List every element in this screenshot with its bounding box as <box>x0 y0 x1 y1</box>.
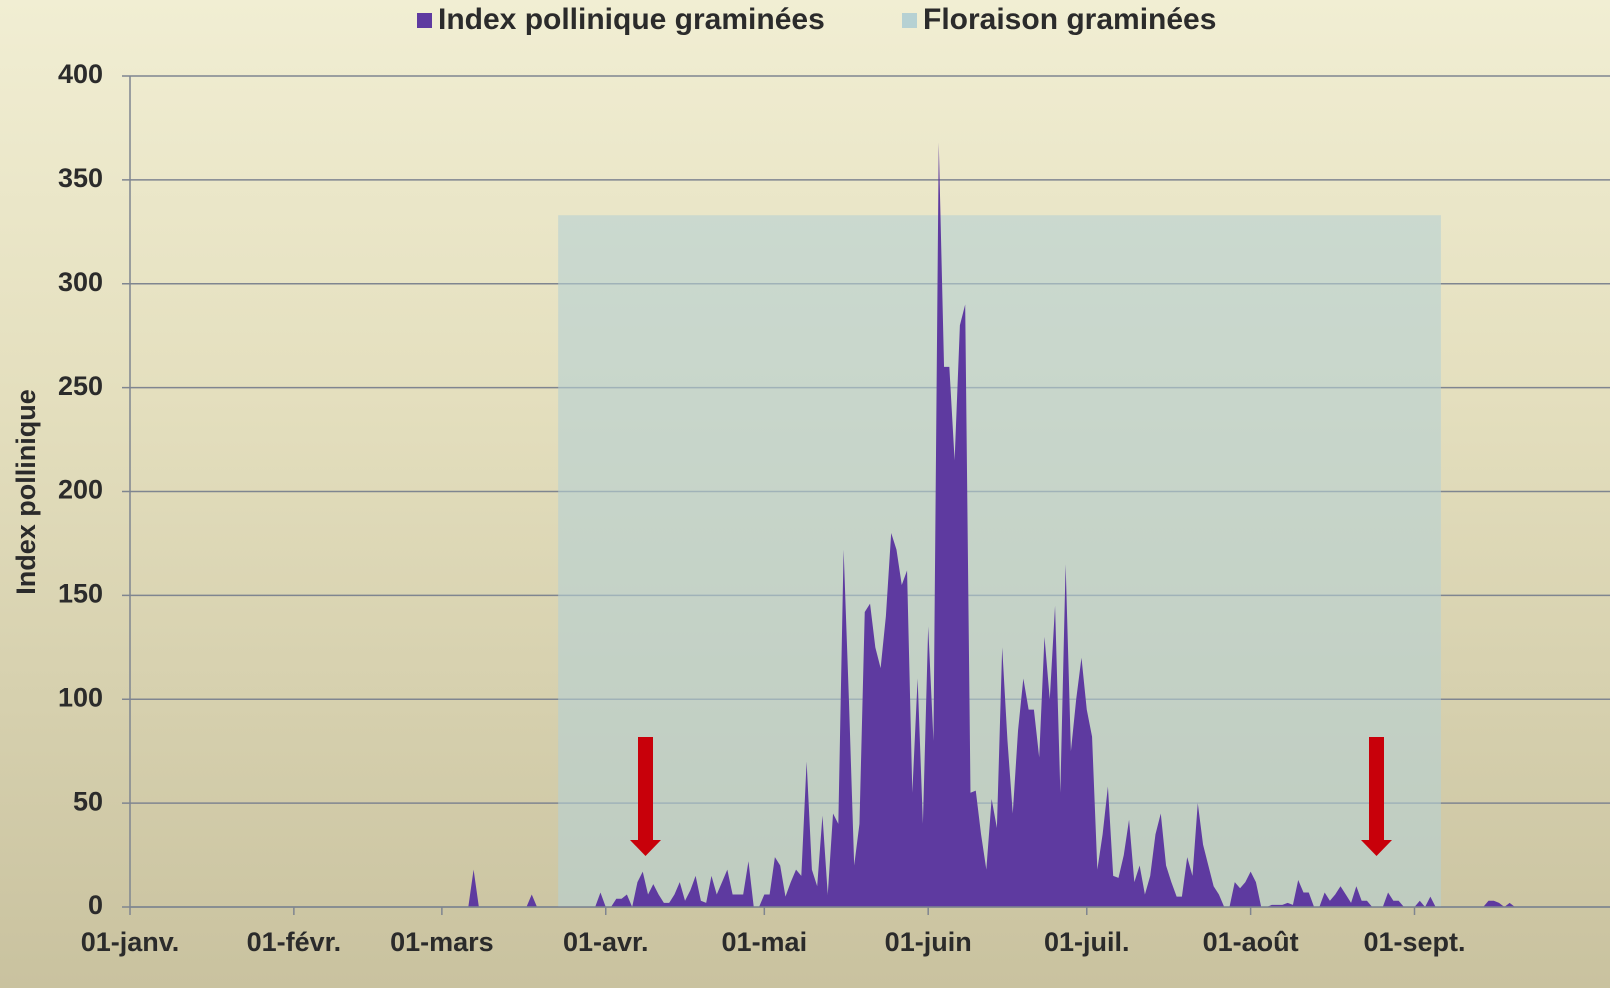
x-tick-label: 01-mai <box>722 927 808 957</box>
y-tick-label: 100 <box>58 682 103 712</box>
x-tick-label: 01-janv. <box>81 927 180 957</box>
area <box>558 215 1441 907</box>
x-tick-label: 01-avr. <box>563 927 649 957</box>
x-tick-label: 01-sept. <box>1363 927 1465 957</box>
x-tick-label: 01-mars <box>390 927 494 957</box>
x-tick-label: 01-févr. <box>247 927 342 957</box>
y-tick-label: 350 <box>58 163 103 193</box>
y-tick-label: 400 <box>58 59 103 89</box>
y-axis-label: Index pollinique <box>11 389 41 595</box>
legend-label: Floraison graminées <box>923 3 1216 36</box>
legend-label: Index pollinique graminées <box>438 3 825 36</box>
x-tick-label: 01-juil. <box>1044 927 1130 957</box>
y-tick-label: 300 <box>58 267 103 297</box>
y-tick-label: 50 <box>73 786 103 816</box>
legend-swatch <box>902 13 917 28</box>
arrow <box>1361 737 1392 856</box>
y-tick-label: 200 <box>58 475 103 505</box>
x-tick-label: 01-août <box>1203 927 1299 957</box>
y-tick-label: 150 <box>58 579 103 609</box>
plot-area <box>122 75 1610 915</box>
y-tick-label: 0 <box>88 890 103 920</box>
x-tick-label: 01-juin <box>885 927 972 957</box>
arrow <box>630 737 661 856</box>
y-tick-label: 250 <box>58 371 103 401</box>
legend-swatch <box>417 13 432 28</box>
